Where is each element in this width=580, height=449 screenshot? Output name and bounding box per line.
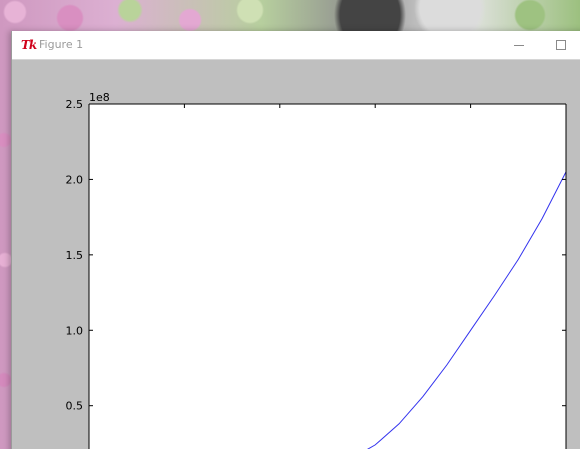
window-titlebar[interactable]: Tk Figure 1 bbox=[12, 31, 580, 60]
y-tick-label: 1.0 bbox=[66, 324, 84, 337]
y-tick-label: 2.5 bbox=[66, 98, 84, 111]
series-line-0 bbox=[367, 171, 567, 449]
y-offset-label: 1e8 bbox=[89, 91, 110, 104]
axes-background bbox=[89, 104, 566, 449]
maximize-button[interactable] bbox=[550, 35, 572, 55]
y-tick-label: 2.0 bbox=[66, 173, 84, 186]
matplotlib-tk-icon: Tk bbox=[21, 38, 37, 52]
window-title: Figure 1 bbox=[39, 38, 84, 51]
y-tick-label: 1.5 bbox=[66, 249, 84, 262]
y-tick-label: 0.5 bbox=[66, 400, 84, 413]
axes: 0.5 1.0 1.5 2.0 2.5 1e8 bbox=[66, 91, 567, 449]
minimize-button[interactable] bbox=[508, 35, 530, 55]
